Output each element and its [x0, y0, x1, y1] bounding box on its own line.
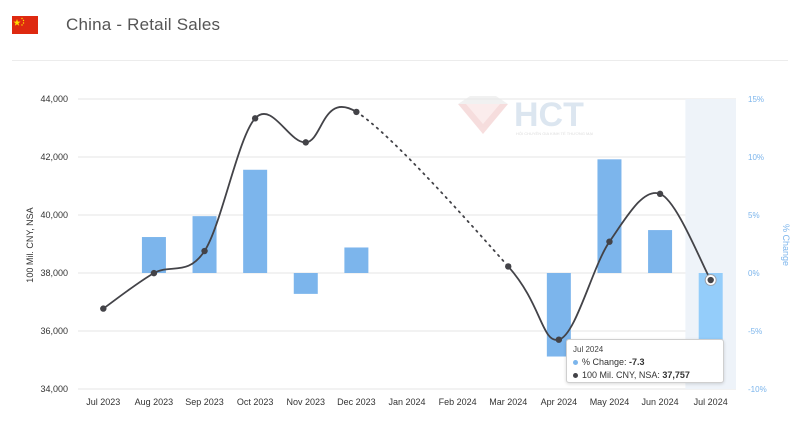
page-title: China - Retail Sales: [66, 15, 221, 34]
page-header: China - Retail Sales: [0, 0, 800, 56]
tooltip-row-label: % Change:: [582, 357, 630, 367]
y-tick-label: 34,000: [40, 384, 68, 394]
y2-tick-label: 5%: [748, 211, 760, 220]
x-tick-label: Jan 2024: [388, 397, 425, 407]
line-point: [606, 238, 613, 245]
y2-axis-label: % Change: [781, 224, 791, 266]
line-point: [505, 263, 512, 270]
x-tick-label: Jul 2024: [694, 397, 728, 407]
y-axis-ticks: 34,000 36,000 38,000 40,000 42,000 44,000: [40, 94, 68, 394]
y2-tick-label: -5%: [748, 327, 762, 336]
x-tick-label: Nov 2023: [287, 397, 326, 407]
watermark: HCT HỘI CHUYÊN GIA KINH TẾ THƯƠNG MẠI: [458, 96, 593, 136]
line-gap-path: [355, 111, 510, 268]
x-tick-label: Oct 2023: [237, 397, 274, 407]
x-tick-label: Jun 2024: [642, 397, 679, 407]
tooltip-title: Jul 2024: [573, 345, 604, 354]
line-point: [302, 139, 309, 146]
y-tick-label: 38,000: [40, 268, 68, 278]
x-tick-label: Dec 2023: [337, 397, 376, 407]
tooltip-row-value-sales: 100 Mil. CNY, NSA: 37,757: [573, 369, 717, 382]
bar: [597, 159, 622, 273]
bar: [648, 230, 673, 273]
grid-lines: [78, 98, 736, 390]
tooltip-row-change: % Change: -7.3: [573, 356, 717, 369]
chart-tooltip: Jul 2024 % Change: -7.3 100 Mil. CNY, NS…: [566, 339, 724, 383]
tooltip-line-dot-icon: [573, 373, 578, 379]
watermark-brand: HCT: [514, 96, 584, 134]
y-tick-label: 42,000: [40, 152, 68, 162]
x-tick-label: May 2024: [590, 397, 630, 407]
line-point: [353, 108, 360, 116]
x-tick-label: Mar 2024: [489, 397, 527, 407]
line-point: [707, 276, 714, 284]
line-point: [555, 336, 563, 343]
x-tick-label: Feb 2024: [439, 397, 477, 407]
x-tick-label: Jul 2023: [86, 397, 120, 407]
bar: [243, 169, 268, 273]
line-path: [102, 106, 357, 310]
header-divider: [12, 60, 788, 61]
bar-series: [141, 159, 723, 358]
bar: [293, 273, 318, 294]
y-tick-label: 44,000: [40, 94, 68, 104]
x-tick-label: Apr 2024: [541, 397, 578, 407]
line-point: [201, 247, 208, 255]
y2-tick-label: -10%: [748, 385, 767, 394]
watermark-tagline: HỘI CHUYÊN GIA KINH TẾ THƯƠNG MẠI: [516, 131, 593, 136]
x-tick-label: Sep 2023: [185, 397, 224, 407]
watermark-logo-icon: [458, 96, 508, 134]
y2-axis-ticks: -10% -5% 0% 5% 10% 15%: [748, 95, 767, 394]
x-axis-ticks: Jul 2023 Aug 2023 Sep 2023 Oct 2023 Nov 2023…: [86, 397, 727, 407]
line-series: [100, 106, 717, 343]
y2-tick-label: 10%: [748, 153, 764, 162]
retail-sales-chart: HCT HỘI CHUYÊN GIA KINH TẾ THƯƠNG MẠI Ju…: [25, 94, 791, 407]
y-tick-label: 40,000: [40, 210, 68, 220]
y2-tick-label: 15%: [748, 95, 764, 104]
line-point: [150, 269, 158, 277]
bar: [344, 247, 369, 273]
tooltip-bar-dot-icon: [573, 360, 578, 366]
chart-container: HCT HỘI CHUYÊN GIA KINH TẾ THƯƠNG MẠI Ju…: [0, 62, 800, 425]
tooltip-row-value: -7.3: [629, 357, 645, 367]
y2-tick-label: 0%: [748, 269, 760, 278]
x-tick-label: Aug 2023: [135, 397, 174, 407]
bar: [141, 237, 166, 273]
tooltip-row-value: 37,757: [662, 370, 690, 380]
y-axis-label: 100 Mil. CNY, NSA: [25, 207, 35, 282]
line-point: [100, 305, 107, 312]
tooltip-row-label: 100 Mil. CNY, NSA:: [582, 370, 663, 380]
bar: [192, 216, 217, 273]
y-tick-label: 36,000: [40, 326, 68, 336]
line-point: [656, 190, 664, 198]
line-point: [251, 115, 259, 122]
china-flag-icon: [12, 16, 38, 34]
